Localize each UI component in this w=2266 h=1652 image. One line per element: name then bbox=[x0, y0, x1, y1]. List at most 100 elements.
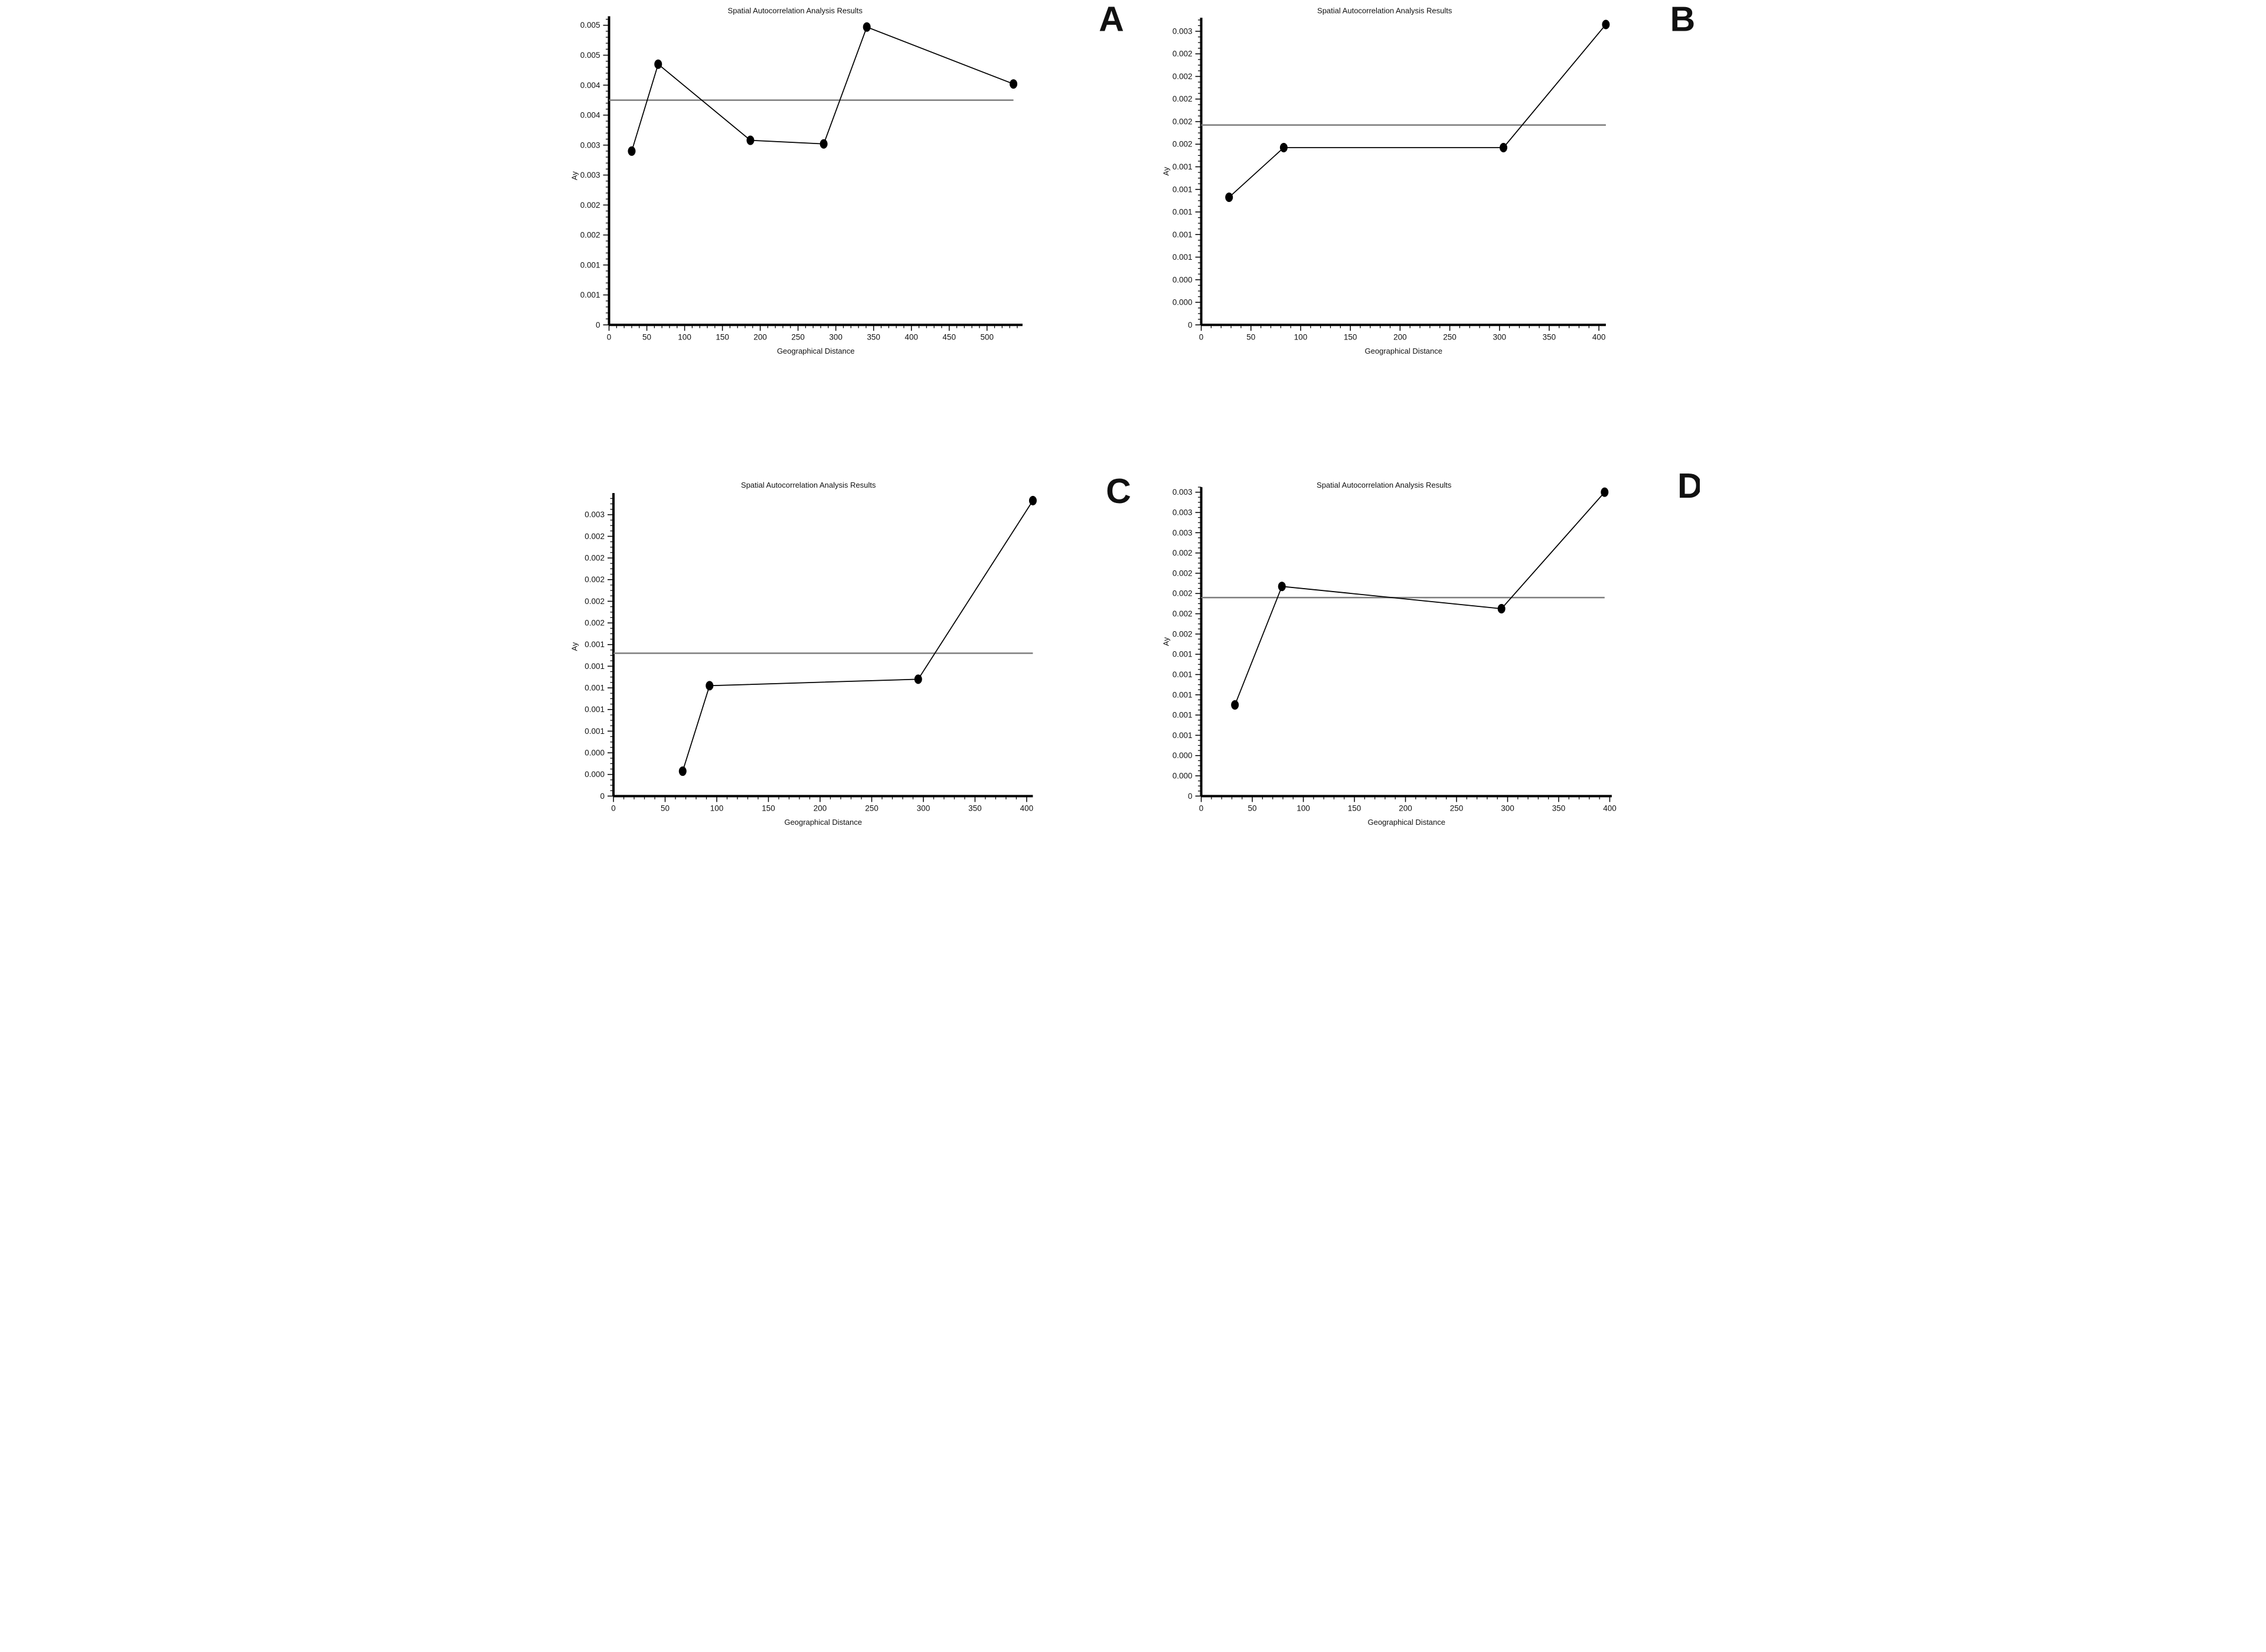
panel-A-chart: 0 50 100 150 200 250 300 350 400 450 500 0 0.001 0.00… bbox=[570, 0, 1124, 355]
x-tick-label: 300 bbox=[1501, 804, 1514, 812]
y-axis-label: Ay bbox=[570, 171, 579, 180]
y-tick-label: 0.001 bbox=[1173, 650, 1193, 659]
x-tick-label: 250 bbox=[1443, 332, 1457, 341]
data-point bbox=[863, 22, 871, 32]
y-tick-label: 0.001 bbox=[1173, 731, 1193, 740]
y-tick-label: 0.001 bbox=[585, 683, 605, 692]
x-tick-label: 300 bbox=[1493, 332, 1506, 341]
panel-letter: C bbox=[1106, 472, 1131, 511]
x-tick-label: 400 bbox=[905, 332, 918, 341]
x-tick-label: 350 bbox=[968, 804, 982, 812]
x-axis-label: Geographical Distance bbox=[784, 818, 862, 827]
panel-C-chart: 0 50 100 150 200 250 300 350 400 0 0.000 0.000 0.001… bbox=[570, 472, 1131, 827]
y-tick-label: 0.002 bbox=[585, 553, 605, 562]
y-tick-label: 0.003 bbox=[1173, 488, 1193, 497]
x-tick-label: 300 bbox=[829, 332, 843, 341]
y-tick-label: 0.001 bbox=[1173, 230, 1193, 239]
data-point bbox=[706, 681, 714, 691]
data-point bbox=[1278, 582, 1286, 592]
x-tick-label: 100 bbox=[678, 332, 691, 341]
panel-D-chart: 0 50 100 150 200 250 300 350 400 0 0.000 0.000 0.001… bbox=[1162, 466, 1700, 827]
y-tick-label: 0.002 bbox=[1173, 50, 1193, 58]
data-point bbox=[1028, 495, 1037, 505]
panel-letter: A bbox=[1099, 0, 1124, 39]
data-point bbox=[654, 59, 662, 69]
x-tick-label: 300 bbox=[917, 804, 930, 812]
panel-C: 0 50 100 150 200 250 300 350 400 0 0.000 0.000 0.001… bbox=[566, 413, 1133, 827]
y-tick-label: 0.002 bbox=[1173, 72, 1193, 81]
data-point bbox=[1497, 603, 1506, 613]
y-tick-label: 0.003 bbox=[1173, 27, 1193, 35]
y-tick-label: 0.005 bbox=[580, 51, 600, 60]
y-tick-label: 0.001 bbox=[580, 290, 600, 299]
y-tick-label: 0.002 bbox=[585, 618, 605, 627]
x-tick-label: 350 bbox=[1543, 332, 1556, 341]
x-tick-label: 0 bbox=[607, 332, 612, 341]
x-tick-label: 50 bbox=[1246, 332, 1255, 341]
panel-letter: B bbox=[1670, 0, 1696, 39]
y-tick-label: 0.002 bbox=[585, 597, 605, 606]
y-tick-label: 0.001 bbox=[1173, 690, 1193, 699]
y-tick-label: 0.000 bbox=[1173, 275, 1193, 284]
y-axis-label: Ay bbox=[1162, 637, 1171, 646]
x-tick-label: 50 bbox=[642, 332, 651, 341]
y-tick-label: 0.003 bbox=[1173, 508, 1193, 517]
data-point bbox=[1601, 487, 1609, 497]
y-axis-label: Ay bbox=[1162, 166, 1171, 175]
figure-canvas: 0 50 100 150 200 250 300 350 400 450 500 0 0.001 0.00… bbox=[566, 0, 1700, 827]
x-tick-label: 50 bbox=[1248, 804, 1257, 812]
y-tick-label: 0.003 bbox=[585, 510, 605, 519]
data-point bbox=[1010, 79, 1018, 89]
data-point bbox=[1499, 142, 1507, 152]
x-tick-label: 350 bbox=[1552, 804, 1566, 812]
chart-title: Spatial Autocorrelation Analysis Results bbox=[1317, 6, 1452, 15]
x-tick-label: 200 bbox=[1393, 332, 1407, 341]
x-tick-label: 250 bbox=[865, 804, 879, 812]
y-tick-label: 0.001 bbox=[585, 662, 605, 671]
x-tick-label: 100 bbox=[710, 804, 724, 812]
data-line bbox=[1229, 24, 1607, 198]
x-tick-label: 150 bbox=[716, 332, 729, 341]
chart-title: Spatial Autocorrelation Analysis Results bbox=[1317, 481, 1452, 489]
data-point bbox=[914, 674, 922, 684]
y-tick-label: 0.002 bbox=[580, 201, 600, 210]
data-point bbox=[746, 135, 755, 145]
data-line bbox=[631, 26, 1014, 152]
y-tick-label: 0.002 bbox=[580, 231, 600, 240]
y-tick-label: 0.003 bbox=[580, 171, 600, 179]
y-tick-label: 0.000 bbox=[1173, 751, 1193, 760]
y-axis-label: Ay bbox=[570, 642, 579, 651]
y-tick-label: 0.000 bbox=[585, 748, 605, 757]
y-tick-label: 0.001 bbox=[1173, 670, 1193, 679]
y-tick-label: 0 bbox=[600, 792, 605, 801]
x-tick-label: 250 bbox=[1450, 804, 1464, 812]
chart-title: Spatial Autocorrelation Analysis Results bbox=[741, 481, 876, 489]
y-tick-label: 0.001 bbox=[1173, 162, 1193, 171]
y-tick-label: 0.001 bbox=[580, 260, 600, 269]
panel-letter: D bbox=[1677, 466, 1700, 505]
x-tick-label: 500 bbox=[980, 332, 994, 341]
y-tick-label: 0.001 bbox=[585, 727, 605, 736]
x-tick-label: 50 bbox=[661, 804, 670, 812]
y-tick-label: 0.001 bbox=[1173, 253, 1193, 262]
y-tick-label: 0.000 bbox=[585, 770, 605, 779]
panel-A: 0 50 100 150 200 250 300 350 400 450 500 0 0.001 0.00… bbox=[566, 0, 1133, 413]
x-tick-label: 0 bbox=[1199, 332, 1204, 341]
x-tick-label: 100 bbox=[1294, 332, 1308, 341]
y-tick-label: 0.004 bbox=[580, 81, 600, 90]
panel-B-chart: 0 50 100 150 200 250 300 350 400 0 0.000 0.000 0.001… bbox=[1162, 0, 1696, 355]
x-axis-label: Geographical Distance bbox=[1367, 818, 1445, 827]
x-axis-label: Geographical Distance bbox=[1364, 347, 1442, 355]
y-tick-label: 0.004 bbox=[580, 111, 600, 120]
y-tick-label: 0.001 bbox=[1173, 208, 1193, 217]
data-point bbox=[628, 146, 636, 156]
plot-area: 0 50 100 150 200 250 300 350 400 450 500 0 0.001 0.00… bbox=[580, 16, 1023, 341]
x-tick-label: 200 bbox=[814, 804, 827, 812]
x-tick-label: 100 bbox=[1297, 804, 1310, 812]
y-tick-label: 0.001 bbox=[585, 705, 605, 714]
plot-area: 0 50 100 150 200 250 300 350 400 0 0.000 0.000 0.001… bbox=[1173, 18, 1610, 341]
x-tick-label: 450 bbox=[942, 332, 956, 341]
x-tick-label: 400 bbox=[1020, 804, 1034, 812]
x-tick-label: 250 bbox=[791, 332, 805, 341]
y-tick-label: 0 bbox=[596, 321, 600, 329]
